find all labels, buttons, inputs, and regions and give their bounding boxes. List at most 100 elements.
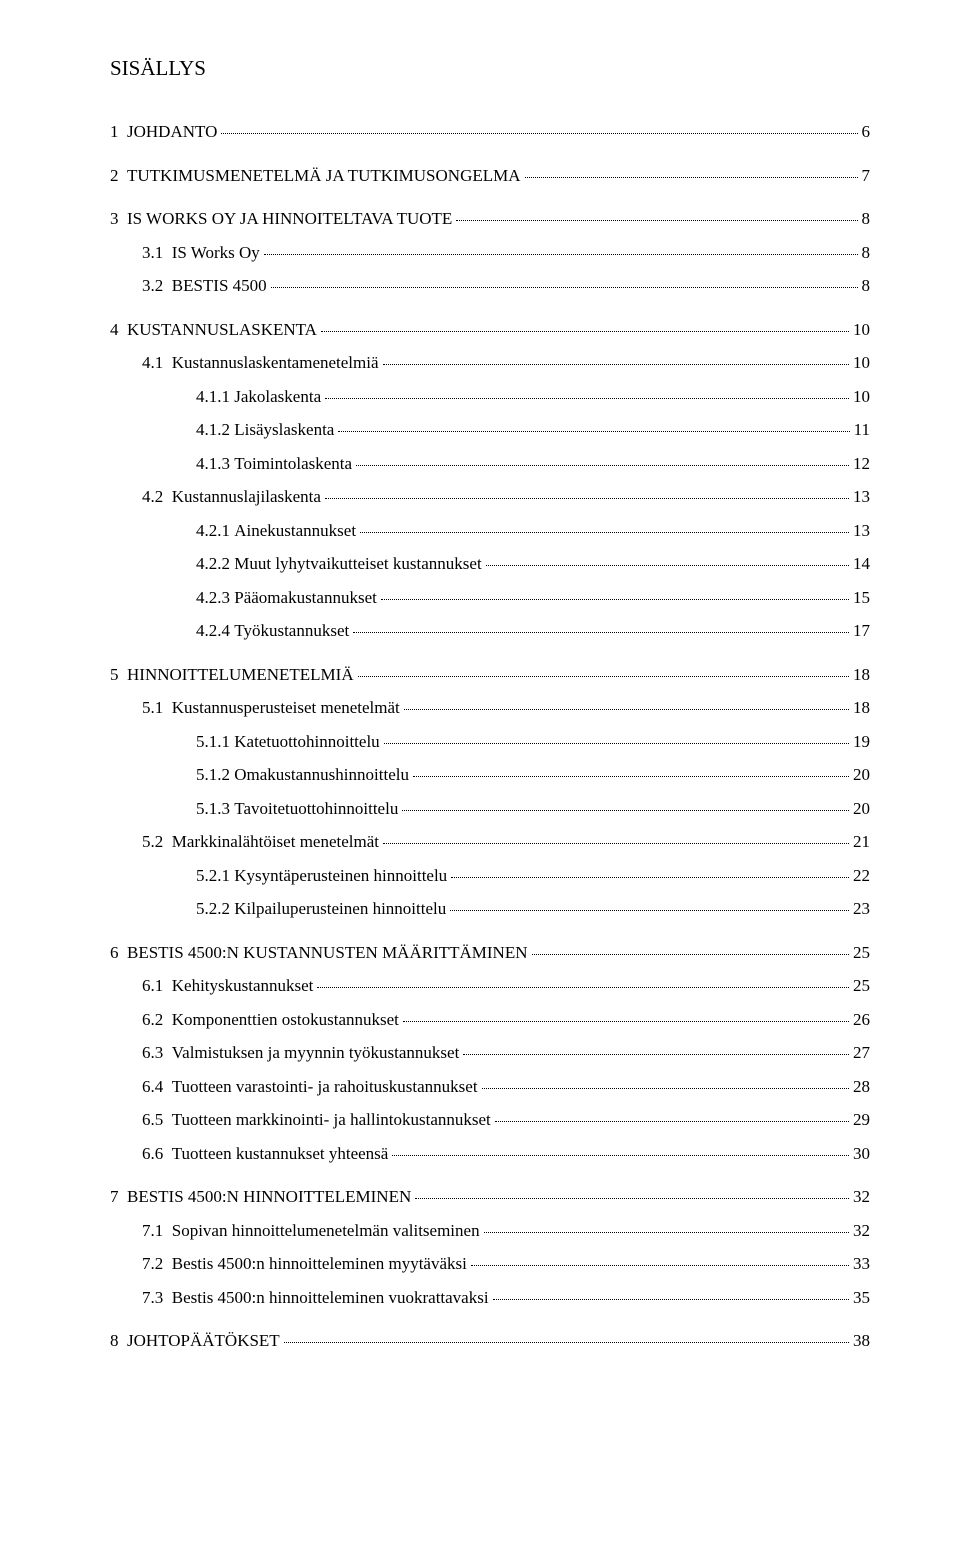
toc-entry-number: 4.1.1 bbox=[196, 384, 234, 410]
toc-entry: 7.3 Bestis 4500:n hinnoitteleminen vuokr… bbox=[110, 1285, 870, 1311]
toc-entry-number: 5.1 bbox=[142, 695, 172, 721]
toc-entry-page: 21 bbox=[853, 829, 870, 855]
toc-entry-page: 25 bbox=[853, 973, 870, 999]
toc-leader bbox=[356, 465, 849, 466]
toc-leader bbox=[317, 987, 849, 988]
toc-entry-label: JOHTOPÄÄTÖKSET bbox=[127, 1328, 280, 1354]
toc-entry-label: IS Works Oy bbox=[172, 240, 260, 266]
toc-leader bbox=[482, 1088, 849, 1089]
toc-entry-page: 28 bbox=[853, 1074, 870, 1100]
toc-entry-number: 4.1 bbox=[142, 350, 172, 376]
toc-leader bbox=[383, 364, 849, 365]
toc-entry-number: 5.1.3 bbox=[196, 796, 234, 822]
toc-entry: 6.1 Kehityskustannukset 25 bbox=[110, 973, 870, 999]
toc-entry-label: Markkinalähtöiset menetelmät bbox=[172, 829, 379, 855]
toc-entry-label: Omakustannushinnoittelu bbox=[234, 762, 409, 788]
toc-leader bbox=[325, 398, 849, 399]
toc-entry: 6.5 Tuotteen markkinointi- ja hallintoku… bbox=[110, 1107, 870, 1133]
toc-entry-number: 6.4 bbox=[142, 1074, 172, 1100]
toc-entry-page: 23 bbox=[853, 896, 870, 922]
toc-leader bbox=[450, 910, 849, 911]
toc-entry-number: 4.2.3 bbox=[196, 585, 234, 611]
toc-leader bbox=[484, 1232, 849, 1233]
toc-entry-label: BESTIS 4500:N KUSTANNUSTEN MÄÄRITTÄMINEN bbox=[127, 940, 528, 966]
toc-entry: 4.1.1 Jakolaskenta 10 bbox=[110, 384, 870, 410]
toc-entry-number: 4.2.2 bbox=[196, 551, 234, 577]
toc-entry: 4.2 Kustannuslajilaskenta 13 bbox=[110, 484, 870, 510]
toc-entry: 4.1.2 Lisäyslaskenta 11 bbox=[110, 417, 870, 443]
toc-entry-number: 5.1.1 bbox=[196, 729, 234, 755]
toc-entry-page: 35 bbox=[853, 1285, 870, 1311]
toc-entry-page: 19 bbox=[853, 729, 870, 755]
toc-entry-label: IS WORKS OY JA HINNOITELTAVA TUOTE bbox=[127, 206, 452, 232]
toc-entry-page: 17 bbox=[853, 618, 870, 644]
toc-leader bbox=[383, 843, 849, 844]
toc-entry-label: Bestis 4500:n hinnoitteleminen myytäväks… bbox=[172, 1251, 467, 1277]
toc-leader bbox=[532, 954, 850, 955]
toc-entry-page: 10 bbox=[853, 384, 870, 410]
toc-entry: 3.2 BESTIS 4500 8 bbox=[110, 273, 870, 299]
toc-entry: 4 KUSTANNUSLASKENTA 10 bbox=[110, 317, 870, 343]
toc-entry: 3 IS WORKS OY JA HINNOITELTAVA TUOTE 8 bbox=[110, 206, 870, 232]
toc-entry: 6.4 Tuotteen varastointi- ja rahoituskus… bbox=[110, 1074, 870, 1100]
toc-entry-number: 4.2.4 bbox=[196, 618, 234, 644]
toc-entry: 4.2.3 Pääomakustannukset 15 bbox=[110, 585, 870, 611]
toc-entry-number: 6.2 bbox=[142, 1007, 172, 1033]
toc-entry: 6.6 Tuotteen kustannukset yhteensä 30 bbox=[110, 1141, 870, 1167]
toc-leader bbox=[284, 1342, 849, 1343]
toc-entry-label: Toimintolaskenta bbox=[234, 451, 352, 477]
toc-page: SISÄLLYS 1 JOHDANTO 62 TUTKIMUSMENETELMÄ… bbox=[0, 0, 960, 1418]
toc-entry-label: Tuotteen markkinointi- ja hallintokustan… bbox=[172, 1107, 491, 1133]
toc-entry-number: 3.1 bbox=[142, 240, 172, 266]
toc-entry-label: Kysyntäperusteinen hinnoittelu bbox=[234, 863, 447, 889]
toc-leader bbox=[493, 1299, 849, 1300]
toc-entry-number: 2 bbox=[110, 163, 127, 189]
toc-entry-number: 6.1 bbox=[142, 973, 172, 999]
toc-entry-page: 13 bbox=[853, 484, 870, 510]
toc-entry-label: BESTIS 4500:N HINNOITTELEMINEN bbox=[127, 1184, 411, 1210]
toc-entry: 2 TUTKIMUSMENETELMÄ JA TUTKIMUSONGELMA 7 bbox=[110, 163, 870, 189]
toc-leader bbox=[413, 776, 849, 777]
toc-entry: 6.3 Valmistuksen ja myynnin työkustannuk… bbox=[110, 1040, 870, 1066]
toc-leader bbox=[456, 220, 857, 221]
toc-body: 1 JOHDANTO 62 TUTKIMUSMENETELMÄ JA TUTKI… bbox=[110, 119, 870, 1354]
toc-entry-label: Tuotteen kustannukset yhteensä bbox=[172, 1141, 389, 1167]
toc-entry: 4.1.3 Toimintolaskenta 12 bbox=[110, 451, 870, 477]
toc-entry-page: 20 bbox=[853, 796, 870, 822]
toc-entry-page: 22 bbox=[853, 863, 870, 889]
toc-entry: 8 JOHTOPÄÄTÖKSET 38 bbox=[110, 1328, 870, 1354]
toc-entry: 5.1 Kustannusperusteiset menetelmät 18 bbox=[110, 695, 870, 721]
toc-entry-number: 5.2.1 bbox=[196, 863, 234, 889]
toc-entry-label: Kehityskustannukset bbox=[172, 973, 314, 999]
toc-entry: 4.2.2 Muut lyhytvaikutteiset kustannukse… bbox=[110, 551, 870, 577]
toc-leader bbox=[358, 676, 849, 677]
toc-entry-number: 4.2.1 bbox=[196, 518, 234, 544]
toc-entry: 5.2.1 Kysyntäperusteinen hinnoittelu 22 bbox=[110, 863, 870, 889]
toc-entry-label: Tuotteen varastointi- ja rahoituskustann… bbox=[172, 1074, 478, 1100]
toc-leader bbox=[404, 709, 849, 710]
toc-entry-number: 7.3 bbox=[142, 1285, 172, 1311]
toc-entry-page: 29 bbox=[853, 1107, 870, 1133]
toc-entry-label: Tavoitetuottohinnoittelu bbox=[234, 796, 398, 822]
toc-leader bbox=[221, 133, 857, 134]
toc-entry-page: 11 bbox=[854, 417, 870, 443]
toc-entry-number: 6 bbox=[110, 940, 127, 966]
toc-entry-number: 5.2 bbox=[142, 829, 172, 855]
toc-entry-number: 7.2 bbox=[142, 1251, 172, 1277]
toc-entry-page: 8 bbox=[862, 240, 871, 266]
toc-entry-page: 8 bbox=[862, 206, 871, 232]
toc-entry-page: 10 bbox=[853, 350, 870, 376]
toc-entry-label: Komponenttien ostokustannukset bbox=[172, 1007, 399, 1033]
toc-leader bbox=[392, 1155, 849, 1156]
toc-title: SISÄLLYS bbox=[110, 56, 870, 81]
toc-entry-label: Kilpailuperusteinen hinnoittelu bbox=[234, 896, 446, 922]
toc-entry-number: 6.5 bbox=[142, 1107, 172, 1133]
toc-entry-number: 5.2.2 bbox=[196, 896, 234, 922]
toc-entry-page: 14 bbox=[853, 551, 870, 577]
toc-leader bbox=[384, 743, 849, 744]
toc-leader bbox=[338, 431, 849, 432]
toc-leader bbox=[321, 331, 849, 332]
toc-entry-number: 4.2 bbox=[142, 484, 172, 510]
toc-entry: 5 HINNOITTELUMENETELMIÄ 18 bbox=[110, 662, 870, 688]
toc-entry-page: 26 bbox=[853, 1007, 870, 1033]
